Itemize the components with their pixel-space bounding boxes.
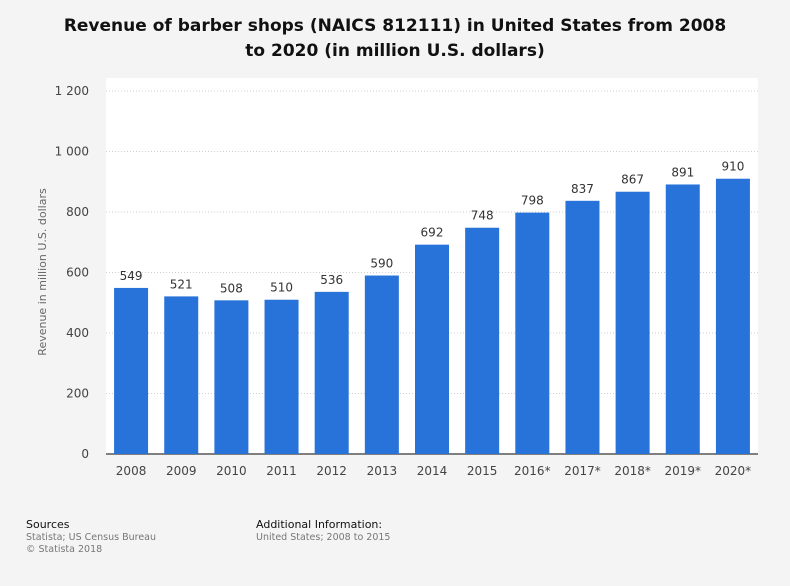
bar bbox=[364, 275, 399, 454]
x-tick-label: 2009 bbox=[166, 464, 197, 478]
x-tick-label: 2018* bbox=[614, 464, 651, 478]
bar bbox=[264, 299, 299, 454]
y-tick-label: 200 bbox=[66, 387, 89, 401]
x-tick-label: 2008 bbox=[116, 464, 147, 478]
x-tick-label: 2013 bbox=[367, 464, 398, 478]
y-tick-label: 600 bbox=[66, 266, 89, 280]
data-label: 549 bbox=[120, 269, 143, 283]
bar bbox=[415, 244, 449, 454]
x-tick-label: 2015 bbox=[467, 464, 498, 478]
data-label: 910 bbox=[721, 160, 744, 174]
y-tick-label: 1 000 bbox=[55, 145, 89, 159]
data-label: 508 bbox=[220, 281, 243, 295]
bar bbox=[665, 184, 700, 454]
bar bbox=[515, 212, 550, 454]
data-label: 748 bbox=[471, 209, 494, 223]
x-tick-label: 2014 bbox=[417, 464, 448, 478]
x-tick-label: 2016* bbox=[514, 464, 551, 478]
y-tick-label: 800 bbox=[66, 205, 89, 219]
data-label: 891 bbox=[671, 165, 694, 179]
data-label: 590 bbox=[370, 257, 393, 271]
chart-title-line-1: Revenue of barber shops (NAICS 812111) i… bbox=[63, 16, 727, 36]
bars: 549 521 508 510 536 590 692 748 798 837 867 891 910 bbox=[114, 160, 750, 455]
x-tick-label: 2017* bbox=[564, 464, 601, 478]
y-tick-label: 400 bbox=[66, 326, 89, 340]
bar bbox=[565, 200, 600, 454]
data-label: 510 bbox=[270, 281, 293, 295]
bar bbox=[314, 291, 349, 454]
x-tick-label: 2012 bbox=[316, 464, 347, 478]
bar bbox=[465, 227, 500, 454]
data-label: 798 bbox=[521, 194, 544, 208]
bar bbox=[214, 300, 249, 454]
sources-heading: Sources bbox=[26, 518, 70, 531]
chart-title: Revenue of barber shops (NAICS 812111) i… bbox=[0, 14, 790, 64]
chart-title-line-2: to 2020 (in million U.S. dollars) bbox=[245, 41, 545, 61]
x-tick-label: 2019* bbox=[664, 464, 701, 478]
copyright-text: © Statista 2018 bbox=[26, 544, 103, 555]
y-tick-label: 1 200 bbox=[55, 84, 89, 98]
data-label: 837 bbox=[571, 182, 594, 196]
bar bbox=[715, 178, 750, 454]
data-label: 867 bbox=[621, 173, 644, 187]
bar bbox=[114, 287, 149, 454]
y-tick-label: 0 bbox=[81, 447, 89, 461]
y-axis-label: Revenue in million U.S. dollars bbox=[36, 188, 49, 356]
x-axis-ticks: 2008 2009 2010 2011 2012 2013 2014 2015 2016* 201… bbox=[116, 464, 751, 478]
data-label: 692 bbox=[421, 226, 444, 240]
data-label: 521 bbox=[170, 277, 193, 291]
x-tick-label: 2010 bbox=[216, 464, 247, 478]
x-tick-label: 2011 bbox=[266, 464, 297, 478]
bar bbox=[164, 296, 199, 454]
data-label: 536 bbox=[320, 273, 343, 287]
additional-info-heading: Additional Information: bbox=[256, 518, 383, 531]
x-tick-label: 2020* bbox=[715, 464, 752, 478]
additional-info-text: United States; 2008 to 2015 bbox=[256, 532, 391, 543]
y-axis-ticks: 0 200 400 600 800 1 000 1 200 bbox=[55, 84, 89, 461]
bar bbox=[615, 191, 650, 455]
sources-text: Statista; US Census Bureau bbox=[26, 532, 157, 543]
